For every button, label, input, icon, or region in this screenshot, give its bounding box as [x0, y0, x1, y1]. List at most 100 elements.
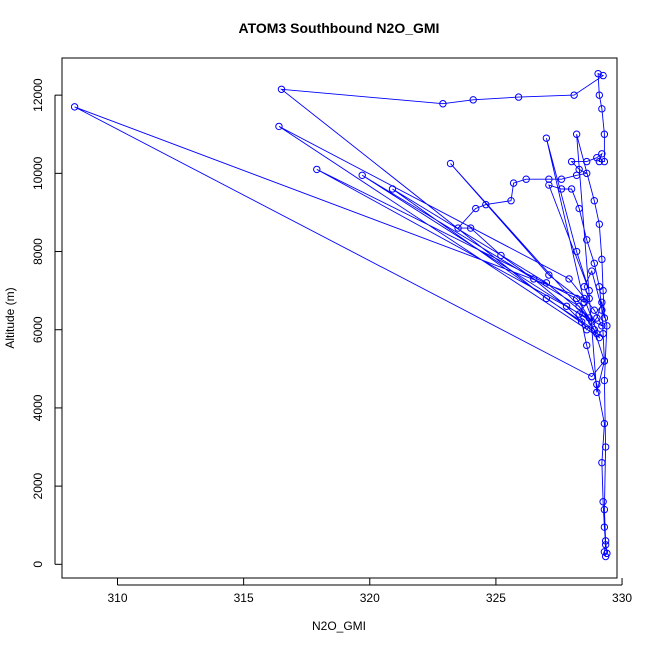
data-point: [567, 157, 576, 166]
series-line: [74, 72, 608, 557]
data-point: [497, 251, 505, 260]
y-tick-label: 8000: [31, 238, 45, 265]
y-tick-label: 4000: [31, 394, 45, 421]
data-point: [585, 286, 593, 295]
data-point: [598, 298, 606, 307]
data-point: [603, 322, 611, 330]
data-point: [601, 537, 610, 545]
data-point: [590, 197, 598, 205]
axes: 310 315 320 325 330 0 2000 4000 6000 8000 10000 120…: [31, 57, 632, 605]
data-point: [580, 294, 588, 303]
data-point: [601, 443, 610, 451]
data-point: [599, 498, 607, 506]
data-point: [567, 185, 576, 193]
data-point: [595, 91, 604, 99]
data-point: [388, 185, 397, 193]
data-point: [469, 96, 477, 104]
data-point: [439, 100, 447, 108]
y-axis-label: Altitude (m): [3, 287, 17, 348]
data-point: [583, 236, 591, 244]
data-point: [598, 322, 606, 330]
data-point: [600, 419, 609, 428]
data-point: [588, 267, 596, 275]
data-point: [472, 204, 480, 213]
data-point: [446, 159, 455, 168]
data-point: [594, 69, 602, 78]
data-point: [599, 286, 607, 295]
data-point: [600, 376, 609, 385]
data-point: [600, 357, 609, 365]
data-point: [603, 549, 611, 558]
data-point: [572, 294, 581, 303]
y-tick-label: 0: [31, 561, 45, 568]
data-point: [585, 294, 593, 303]
data-point: [590, 259, 598, 267]
y-tick-label: 10000: [31, 156, 45, 190]
data-point: [514, 93, 523, 101]
x-tick-label: 315: [234, 591, 254, 605]
data-point: [580, 298, 588, 307]
data-point: [595, 157, 604, 166]
data-point: [593, 388, 601, 396]
x-tick-label: 325: [486, 591, 506, 605]
data-point: [588, 372, 596, 381]
data-point: [542, 134, 551, 142]
data-point: [542, 279, 551, 287]
data-point: [572, 247, 581, 256]
data-point: [599, 329, 607, 338]
data-point: [575, 165, 583, 174]
data-point: [595, 333, 604, 342]
data-point: [583, 341, 591, 350]
data-point: [277, 85, 286, 93]
data-point: [565, 275, 573, 283]
data-point: [454, 224, 462, 232]
x-axis-label: N2O_GMI: [312, 619, 366, 633]
data-point: [557, 175, 566, 183]
data-point: [530, 275, 538, 283]
data-point: [583, 157, 591, 166]
data-point: [593, 314, 601, 322]
data-point: [583, 326, 591, 334]
data-point: [482, 200, 490, 209]
data-point: [575, 310, 583, 318]
data-point: [595, 220, 604, 228]
data-point: [598, 306, 606, 314]
data-point: [577, 318, 586, 326]
data-point: [509, 179, 518, 187]
data-point: [575, 302, 583, 310]
data-point: [70, 103, 79, 111]
y-tick-label: 2000: [31, 472, 45, 499]
plot-frame: [61, 57, 618, 579]
x-tick-label: 330: [612, 591, 632, 605]
data-point: [313, 165, 321, 174]
data-point: [600, 157, 609, 166]
data-point: [562, 302, 571, 310]
data-point: [599, 71, 607, 80]
data-point: [600, 523, 609, 531]
data-point: [593, 380, 601, 389]
data-point: [545, 271, 553, 279]
data-point: [275, 122, 283, 131]
data-point: [590, 306, 598, 314]
series-layer: [70, 69, 611, 561]
data-point: [595, 283, 604, 291]
data-point: [570, 91, 578, 99]
data-point: [600, 314, 609, 322]
data-point: [593, 153, 601, 162]
x-tick-label: 310: [107, 591, 127, 605]
y-tick-label: 12000: [31, 78, 45, 112]
data-point: [600, 130, 609, 138]
data-point: [466, 224, 475, 232]
data-point: [598, 105, 606, 113]
data-point: [600, 505, 609, 514]
data-point: [507, 197, 515, 205]
data-point: [545, 175, 553, 183]
data-point: [585, 314, 593, 322]
data-point: [588, 318, 596, 326]
y-tick-label: 6000: [31, 316, 45, 343]
x-tick-label: 320: [360, 591, 380, 605]
data-point: [601, 541, 610, 549]
data-point: [572, 130, 581, 138]
data-point: [598, 150, 606, 158]
